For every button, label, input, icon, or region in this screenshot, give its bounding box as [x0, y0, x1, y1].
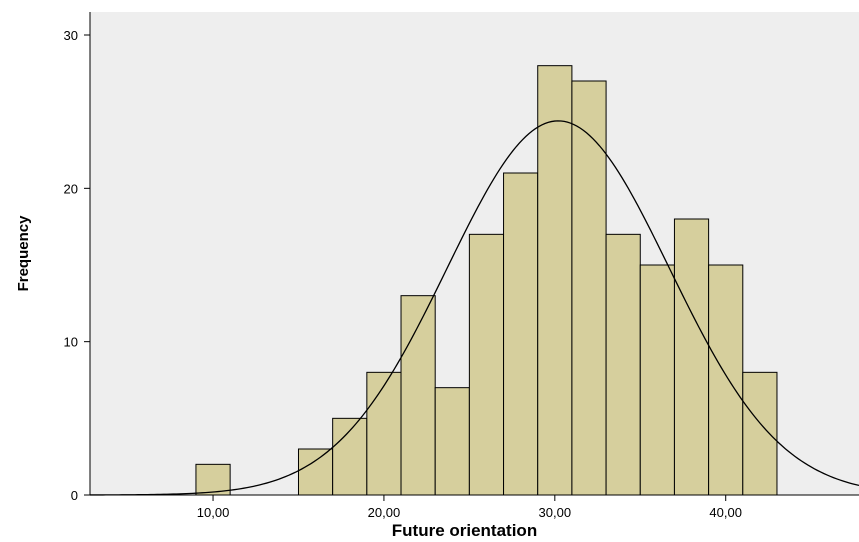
- histogram-bar-5: [434, 387, 470, 496]
- x-tick-label-1: 20,00: [368, 505, 401, 520]
- histogram-bar-6: [468, 233, 505, 496]
- histogram-bar-13: [708, 264, 744, 496]
- y-tick-label-2: 20: [64, 181, 78, 196]
- y-tick-label-1: 10: [64, 335, 78, 350]
- x-tick-label-3: 40,00: [709, 505, 742, 520]
- x-ticks: 10,00 20,00 30,00 40,00: [197, 495, 742, 520]
- histogram-bar-8: [537, 65, 573, 496]
- x-tick-label-0: 10,00: [197, 505, 230, 520]
- y-tick-label-0: 0: [71, 488, 78, 503]
- y-tick-label-3: 30: [64, 28, 78, 43]
- bars-layer: [195, 65, 778, 496]
- y-axis-title: Frequency: [15, 215, 32, 292]
- histogram-bar-7: [503, 172, 539, 496]
- y-ticks: 0 10 20 30: [64, 28, 90, 503]
- x-tick-label-2: 30,00: [539, 505, 572, 520]
- x-axis-title: Future orientation: [392, 521, 537, 540]
- histogram-bar-10: [605, 233, 641, 496]
- normal-curve: [89, 120, 859, 496]
- histogram-bar-14: [742, 371, 778, 496]
- histogram-bar-12: [673, 218, 710, 496]
- histogram-bar-0: [195, 463, 231, 496]
- histogram-bar-3: [366, 371, 402, 496]
- histogram-bar-11: [639, 264, 675, 496]
- histogram-bar-1: [297, 448, 334, 496]
- histogram-bar-9: [571, 80, 607, 496]
